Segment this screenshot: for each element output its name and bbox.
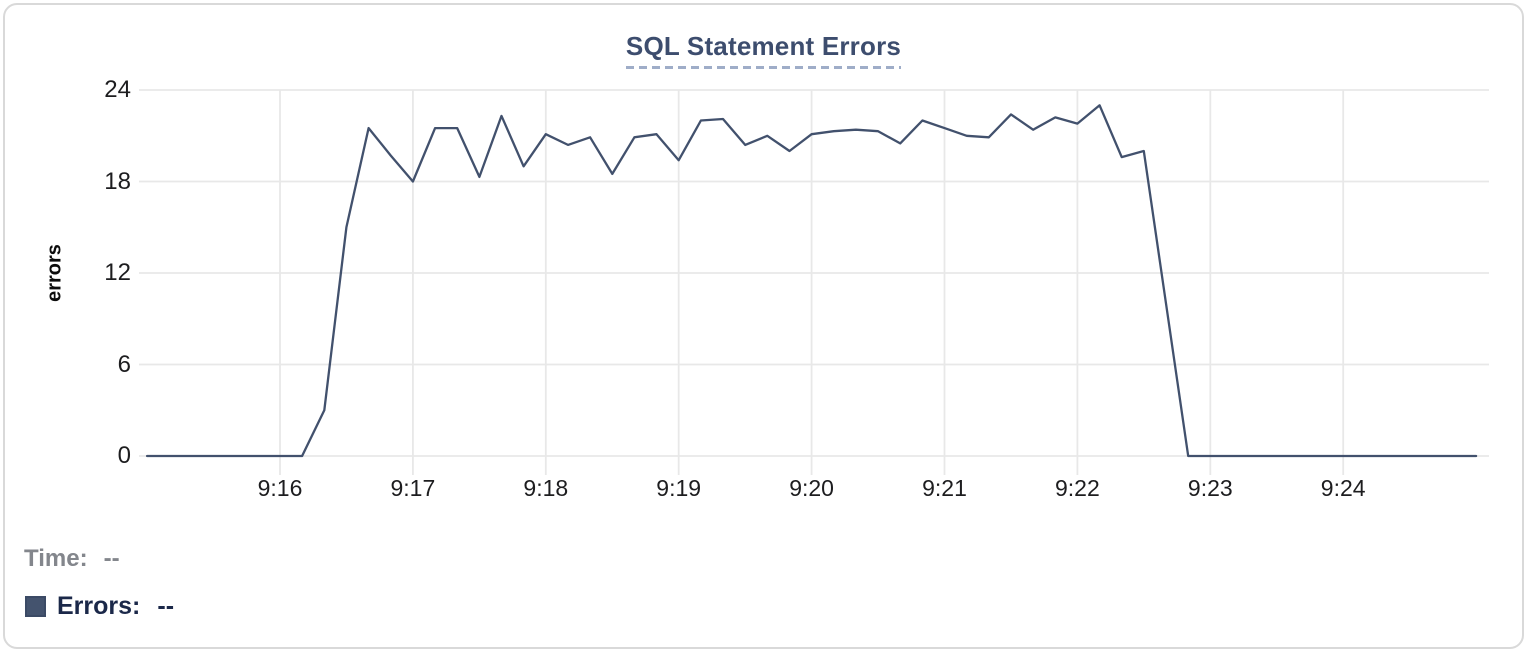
chart-card: SQL Statement Errors errors 24 18 12 6 0 9:1… (3, 3, 1524, 649)
x-tick-label: 9:21 (922, 475, 967, 501)
y-tick-label: 24 (104, 76, 131, 103)
legend-time-label: Time: (24, 545, 88, 572)
x-tick-label: 9:17 (390, 475, 436, 501)
errors-series-swatch (25, 596, 46, 617)
x-tick-label: 9:18 (523, 475, 569, 501)
y-tick-label: 6 (117, 350, 131, 378)
legend-time-row: Time: -- (24, 545, 120, 573)
legend-errors-label: Errors: (57, 592, 141, 620)
legend-errors-row[interactable]: Errors: -- (25, 592, 174, 621)
line-chart-plot[interactable] (5, 5, 1528, 652)
legend-time-value: -- (103, 545, 120, 572)
legend-errors-value: -- (157, 592, 175, 620)
chart-title-row: SQL Statement Errors (5, 31, 1522, 69)
y-tick-label: 0 (117, 442, 131, 469)
chart-title[interactable]: SQL Statement Errors (625, 31, 902, 69)
x-tick-label: 9:20 (789, 475, 834, 501)
x-tick-label: 9:24 (1320, 475, 1366, 501)
y-tick-label: 18 (104, 167, 131, 195)
y-tick-label: 12 (104, 259, 131, 286)
x-tick-label: 9:22 (1055, 475, 1100, 501)
x-tick-label: 9:19 (656, 475, 702, 501)
errors-series-line (145, 104, 1478, 458)
x-tick-label: 9:23 (1187, 475, 1233, 501)
x-tick-label: 9:16 (257, 475, 303, 501)
